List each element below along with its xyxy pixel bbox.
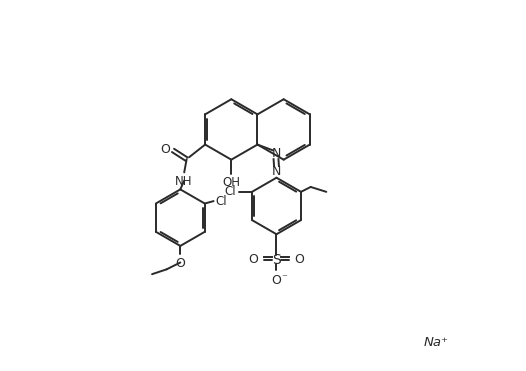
Text: N: N xyxy=(271,147,281,160)
Text: S: S xyxy=(272,253,281,266)
Text: OH: OH xyxy=(222,176,240,189)
Text: O: O xyxy=(271,274,281,287)
Text: Cl: Cl xyxy=(215,195,227,208)
Text: N: N xyxy=(272,165,281,178)
Text: NH: NH xyxy=(175,175,192,188)
Text: Na⁺: Na⁺ xyxy=(423,336,449,349)
Text: O: O xyxy=(161,143,170,156)
Text: O: O xyxy=(295,253,305,266)
Text: Cl: Cl xyxy=(225,186,236,198)
Text: O: O xyxy=(175,257,185,270)
Text: ⁻: ⁻ xyxy=(281,273,287,283)
Text: O: O xyxy=(249,253,258,266)
